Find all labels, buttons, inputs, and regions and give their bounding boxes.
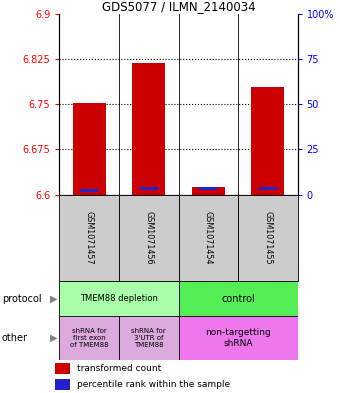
Text: GSM1071455: GSM1071455 <box>263 211 272 264</box>
Bar <box>199 187 217 190</box>
Bar <box>119 195 178 281</box>
Text: GSM1071457: GSM1071457 <box>85 211 94 264</box>
Bar <box>59 281 178 316</box>
Bar <box>259 187 277 190</box>
Text: TMEM88 depletion: TMEM88 depletion <box>80 294 158 303</box>
Text: shRNA for
3'UTR of
TMEM88: shRNA for 3'UTR of TMEM88 <box>131 328 166 348</box>
Title: GDS5077 / ILMN_2140034: GDS5077 / ILMN_2140034 <box>102 0 255 13</box>
Bar <box>140 187 158 190</box>
Text: non-targetting
shRNA: non-targetting shRNA <box>205 328 271 348</box>
Bar <box>178 281 298 316</box>
Bar <box>178 195 238 281</box>
Text: ▶: ▶ <box>50 294 58 304</box>
Text: ▶: ▶ <box>50 333 58 343</box>
Text: percentile rank within the sample: percentile rank within the sample <box>77 380 230 389</box>
Bar <box>192 187 225 195</box>
Bar <box>55 379 70 390</box>
Text: transformed count: transformed count <box>77 364 162 373</box>
Text: shRNA for
first exon
of TMEM88: shRNA for first exon of TMEM88 <box>70 328 108 348</box>
Bar <box>238 195 298 281</box>
Text: other: other <box>2 333 28 343</box>
Text: GSM1071454: GSM1071454 <box>204 211 213 264</box>
Bar <box>59 316 119 360</box>
Bar <box>55 363 70 374</box>
Bar <box>119 316 178 360</box>
Bar <box>132 63 165 195</box>
Bar <box>178 316 298 360</box>
Bar <box>80 189 98 192</box>
Text: control: control <box>221 294 255 304</box>
Text: protocol: protocol <box>2 294 41 304</box>
Text: GSM1071456: GSM1071456 <box>144 211 153 264</box>
Bar <box>73 103 106 195</box>
Bar <box>251 87 284 195</box>
Bar <box>59 195 119 281</box>
